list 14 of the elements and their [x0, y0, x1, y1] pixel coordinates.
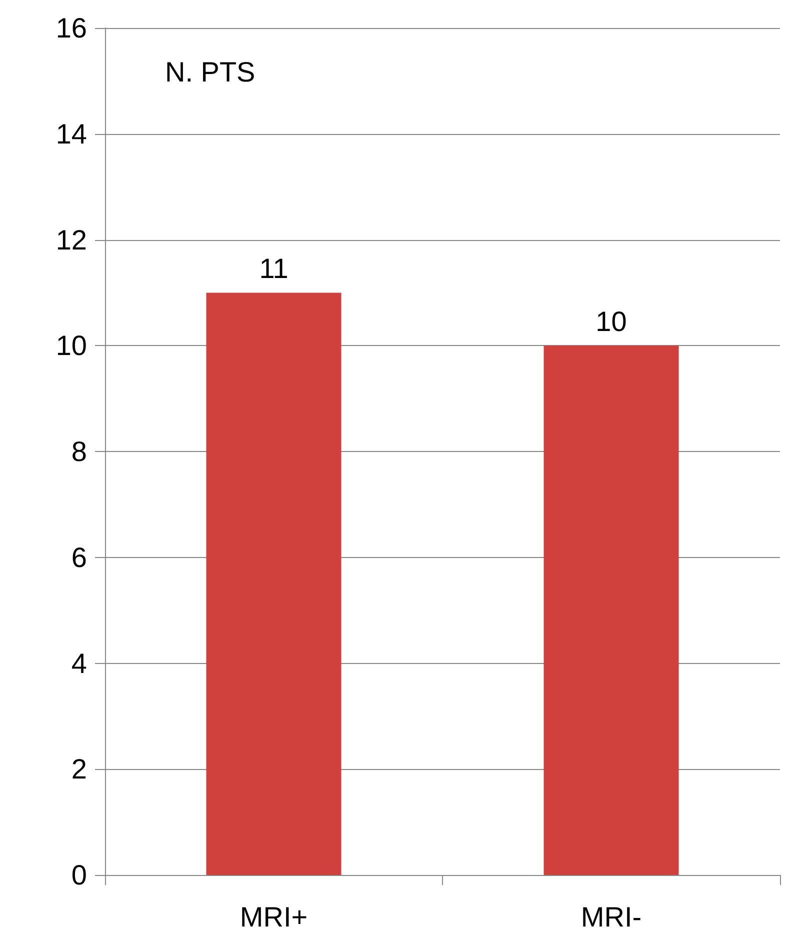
y-tick-label: 0: [71, 860, 87, 890]
data-label: 10: [596, 306, 627, 338]
y-tick-label: 12: [56, 224, 87, 256]
x-tick-label: MRI-: [580, 902, 642, 932]
y-tick-label: 10: [56, 330, 87, 362]
y-axis-title: N. PTS: [165, 56, 256, 88]
y-tick-label: 2: [71, 754, 87, 785]
y-tick-label: 8: [71, 436, 87, 467]
y-tick-label: 6: [71, 542, 87, 573]
x-tick-label: MRI+: [240, 902, 308, 932]
y-tick-label: 4: [71, 648, 87, 679]
y-tick-label: 16: [56, 12, 87, 44]
data-label: 11: [259, 253, 288, 284]
y-tick-label: 14: [56, 118, 87, 150]
